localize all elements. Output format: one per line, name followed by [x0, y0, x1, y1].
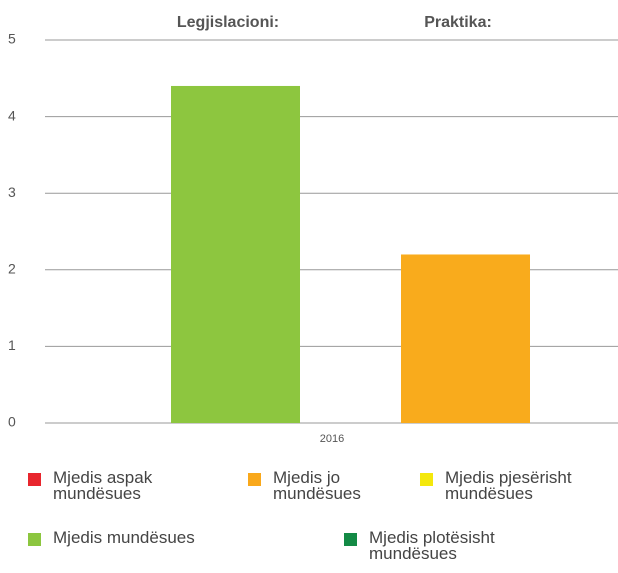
legend-item: Mjedis aspak mundësues [28, 468, 178, 503]
legend-label: Mjedis pjesërisht mundësues [445, 468, 572, 503]
x-tick-label: 2016 [320, 433, 344, 445]
legend-item: Mjedis mundësues [28, 528, 258, 547]
y-tick-label: 1 [8, 337, 16, 353]
legend-item: Mjedis plotësisht mundësues [344, 528, 524, 563]
y-tick-label: 4 [8, 107, 16, 123]
legend-item: Mjedis pjesërisht mundësues [420, 468, 610, 503]
legend-swatch [248, 473, 261, 486]
legend-swatch [28, 473, 41, 486]
legend-item: Mjedis jo mundësues [248, 468, 378, 503]
legend-swatch [28, 533, 41, 546]
bar [171, 85, 300, 424]
y-tick-label: 3 [8, 184, 16, 200]
series-header: Praktika: [424, 14, 492, 31]
series-header: Legjislacioni: [177, 14, 279, 31]
legend-swatch [420, 473, 433, 486]
y-tick-label: 5 [8, 31, 16, 47]
legend-label: Mjedis jo mundësues [273, 468, 361, 503]
legend-label: Mjedis aspak mundësues [53, 468, 153, 503]
legend-label: Mjedis plotësisht mundësues [369, 528, 495, 563]
legend-swatch [344, 533, 357, 546]
y-tick-label: 2 [8, 261, 16, 277]
y-tick-label: 0 [8, 414, 16, 430]
legend-label: Mjedis mundësues [53, 528, 195, 547]
bar [401, 254, 530, 423]
plot: 0 1 2 3 4 5 2016 Legjislacioni: Praktika: [8, 14, 618, 445]
